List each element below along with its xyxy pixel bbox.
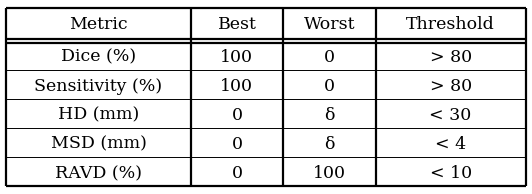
Text: Best: Best: [218, 16, 256, 33]
Text: RAVD (%): RAVD (%): [55, 165, 142, 182]
Text: 100: 100: [220, 48, 253, 66]
Text: MSD (mm): MSD (mm): [51, 136, 146, 153]
Text: 0: 0: [231, 136, 243, 153]
Text: 0: 0: [231, 107, 243, 124]
Text: < 10: < 10: [429, 165, 472, 182]
Text: 0: 0: [324, 78, 335, 95]
Text: 0: 0: [231, 165, 243, 182]
Text: HD (mm): HD (mm): [58, 107, 139, 124]
Text: Threshold: Threshold: [406, 16, 495, 33]
Text: δ: δ: [324, 107, 335, 124]
Text: Dice (%): Dice (%): [61, 48, 136, 66]
Text: δ: δ: [324, 136, 335, 153]
Text: < 4: < 4: [435, 136, 466, 153]
Text: 100: 100: [220, 78, 253, 95]
Text: Sensitivity (%): Sensitivity (%): [35, 78, 163, 95]
Text: Worst: Worst: [304, 16, 355, 33]
Text: > 80: > 80: [429, 48, 472, 66]
Text: < 30: < 30: [429, 107, 472, 124]
Text: Metric: Metric: [69, 16, 128, 33]
Text: > 80: > 80: [429, 78, 472, 95]
Text: 0: 0: [324, 48, 335, 66]
Text: 100: 100: [313, 165, 346, 182]
